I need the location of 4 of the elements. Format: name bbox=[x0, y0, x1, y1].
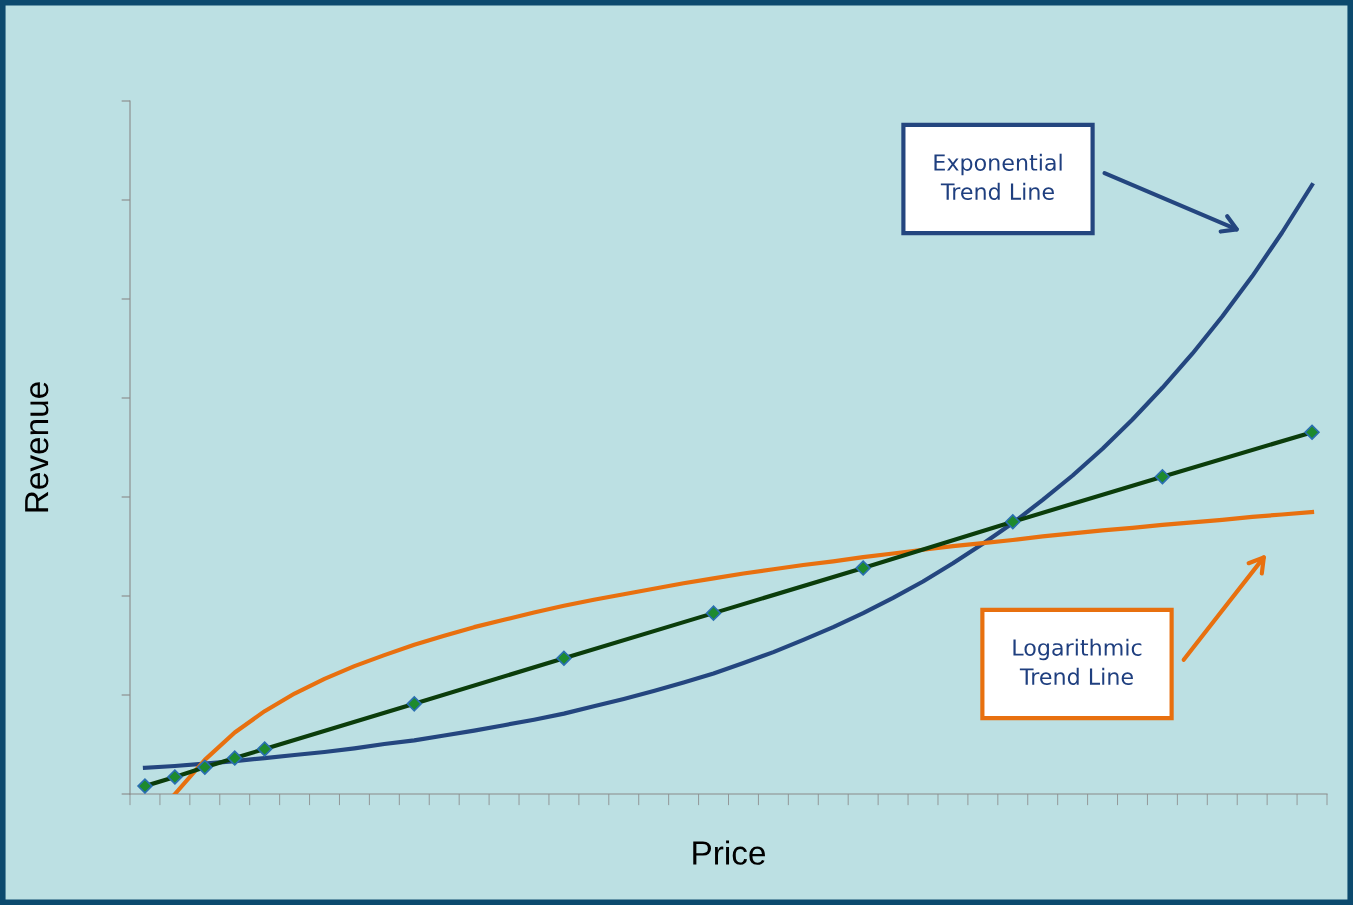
y-axis-title: Revenue bbox=[25, 382, 49, 512]
annotation: Logarithmic Trend Line bbox=[1013, 638, 1142, 685]
x-axis-title: Price bbox=[693, 840, 765, 865]
annotation: Exponential Trend Line bbox=[934, 153, 1062, 200]
